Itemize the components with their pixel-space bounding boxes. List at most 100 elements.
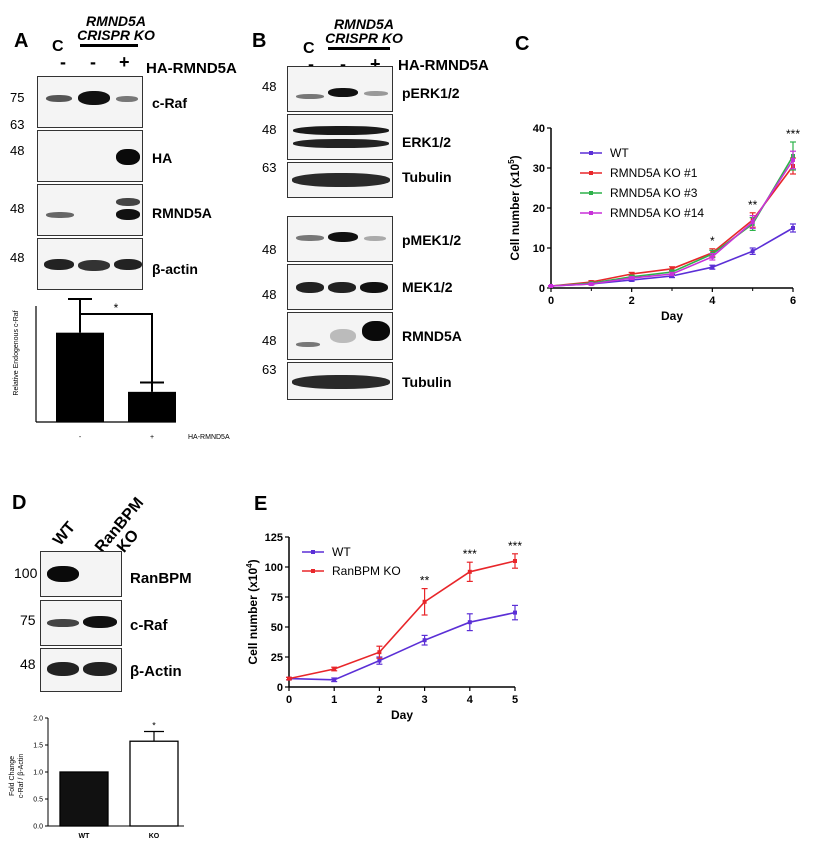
panel-e-xtick-label: 0 xyxy=(286,694,292,706)
panel-e-xtick-label: 4 xyxy=(467,694,474,706)
panel-e-ytick-label: 50 xyxy=(271,622,283,634)
panel-b-lane-2: - xyxy=(340,54,346,74)
panel-e-significance: *** xyxy=(463,547,477,561)
panel-a-bar-1 xyxy=(56,332,104,422)
panel-d-header-wt: WT xyxy=(50,518,80,549)
panel-letter-d: D xyxy=(12,492,27,514)
panel-e-point xyxy=(377,650,382,655)
panel-d-bar-cat-1: WT xyxy=(79,833,91,840)
blot-label-erk: ERK1/2 xyxy=(402,134,452,150)
panel-a-lane-2: - xyxy=(90,52,96,72)
panel-e-point xyxy=(467,569,472,574)
panel-c-point xyxy=(750,249,755,254)
panel-c-ytick-label: 0 xyxy=(539,283,545,295)
panel-c-significance: * xyxy=(710,234,715,248)
panel-e-point xyxy=(513,559,517,563)
panel-d-bar-ylabel-1: Fold Change xyxy=(9,756,16,796)
blot-a-actin xyxy=(37,238,143,290)
panel-c-legend-label-1: WT xyxy=(610,146,629,160)
panel-d-ytick-label: 0.0 xyxy=(33,824,43,831)
blot-label-tubulin-2: Tubulin xyxy=(402,374,452,390)
panel-e-ytick-label: 75 xyxy=(271,592,283,604)
panel-e-xtick-label: 1 xyxy=(331,694,337,706)
blot-label-actin-a: β-actin xyxy=(152,261,198,277)
panel-e-series-line-1 xyxy=(288,611,516,681)
panel-b-mw-tub2: 63 xyxy=(262,362,277,377)
panel-c-ylabel: Cell number (x105) xyxy=(507,155,522,260)
panel-letter-c: C xyxy=(515,33,529,55)
blot-b-rmnd5a xyxy=(287,312,393,360)
blot-label-ha: HA xyxy=(152,150,173,166)
panel-d-mw-48: 48 xyxy=(20,656,36,672)
panel-a-significance: * xyxy=(114,301,119,315)
panel-a-lane-1: - xyxy=(60,52,66,72)
panel-e-significance: *** xyxy=(508,539,522,553)
panel-a-construct-label: HA-RMND5A xyxy=(146,60,237,77)
panel-d-significance: * xyxy=(152,721,156,731)
panel-c-point xyxy=(710,254,715,259)
panel-a-bar-chart: Relative Endogenous c-Raf * - + HA-RMND5… xyxy=(13,298,230,441)
panel-b-lane-1: - xyxy=(308,54,314,74)
blot-label-tubulin-1: Tubulin xyxy=(402,169,452,185)
panel-e-legend-label-1: WT xyxy=(332,545,351,559)
blot-b-erk xyxy=(287,114,393,160)
panel-a-ko-bracket xyxy=(80,44,138,47)
blot-b-pmek xyxy=(287,216,393,262)
panel-a-mw-75: 75 xyxy=(10,90,25,105)
panel-c-significance: ** xyxy=(748,198,758,212)
blot-d-ranbpm xyxy=(40,551,122,597)
panel-c-ytick-label: 40 xyxy=(533,123,545,135)
panel-b-header-line1: RMND5A xyxy=(334,16,394,32)
panel-b-mw-erk: 48 xyxy=(262,122,277,137)
blot-label-craf-d: c-Raf xyxy=(130,617,168,634)
panel-e-legend-marker-2 xyxy=(311,569,315,573)
panel-b-mw-mek: 48 xyxy=(262,287,277,302)
panel-d-ytick-label: 2.0 xyxy=(33,716,43,723)
panel-c-xtick-label: 2 xyxy=(629,295,635,307)
panel-b-construct-label: HA-RMND5A xyxy=(398,57,489,74)
blot-label-craf-a: c-Raf xyxy=(152,95,188,111)
panel-c-point xyxy=(589,282,594,286)
panel-c-xtick-label: 4 xyxy=(709,295,716,307)
blot-d-craf xyxy=(40,600,122,646)
blot-label-actin-d: β-Actin xyxy=(130,663,182,680)
panel-c-legend-marker-4 xyxy=(589,211,593,215)
panel-c-legend-label-4: RMND5A KO #14 xyxy=(610,206,704,220)
panel-a-header-line1: RMND5A xyxy=(86,13,146,29)
panel-a-bar-x-suffix: HA-RMND5A xyxy=(188,434,230,441)
panel-c-legend-marker-1 xyxy=(589,151,593,155)
panel-a-bar-2 xyxy=(128,391,176,422)
panel-letter-a: A xyxy=(14,30,29,52)
panel-c-ytick-label: 10 xyxy=(533,243,545,255)
panel-letter-e: E xyxy=(254,493,267,515)
panel-d-ytick-label: 1.0 xyxy=(33,770,43,777)
panel-e-line-chart: E 0 25 50 75 100 125 0 1 2 3 4 5 Day Cell number (x10… xyxy=(245,493,522,722)
panel-b-ko-bracket xyxy=(328,47,390,50)
panel-a-lane-control: C xyxy=(52,38,64,55)
panel-a-bar-cat-2: + xyxy=(150,434,154,441)
panel-c-point xyxy=(750,220,755,224)
panel-c-legend-marker-2 xyxy=(589,171,593,175)
blot-label-mek: MEK1/2 xyxy=(402,279,453,295)
panel-e-xtick-label: 3 xyxy=(422,694,428,706)
blot-label-rmnd5a-a: RMND5A xyxy=(152,205,212,221)
panel-d-mw-100: 100 xyxy=(14,565,38,581)
panel-e-point xyxy=(332,677,337,682)
blot-a-craf xyxy=(37,76,143,128)
blot-a-ha xyxy=(37,130,143,182)
blot-label-ranbpm: RanBPM xyxy=(130,570,192,587)
panel-c-ytick-label: 20 xyxy=(533,203,545,215)
panel-c-legend-label-2: RMND5A KO #1 xyxy=(610,166,698,180)
panel-c-point xyxy=(791,158,795,162)
panel-d-bar-2 xyxy=(129,740,179,827)
blot-a-rmnd5a xyxy=(37,184,143,236)
panel-e-point xyxy=(422,599,427,604)
blot-label-pmek: pMEK1/2 xyxy=(402,232,462,248)
panel-b-lane-control: C xyxy=(303,40,315,57)
panel-c-point xyxy=(791,226,795,230)
panel-e-point xyxy=(513,610,517,615)
panel-c-point xyxy=(629,272,634,276)
panel-a-bar-cat-1: - xyxy=(79,434,82,441)
blot-b-tubulin-1 xyxy=(287,162,393,198)
panel-a-mw-63: 63 xyxy=(10,117,25,132)
